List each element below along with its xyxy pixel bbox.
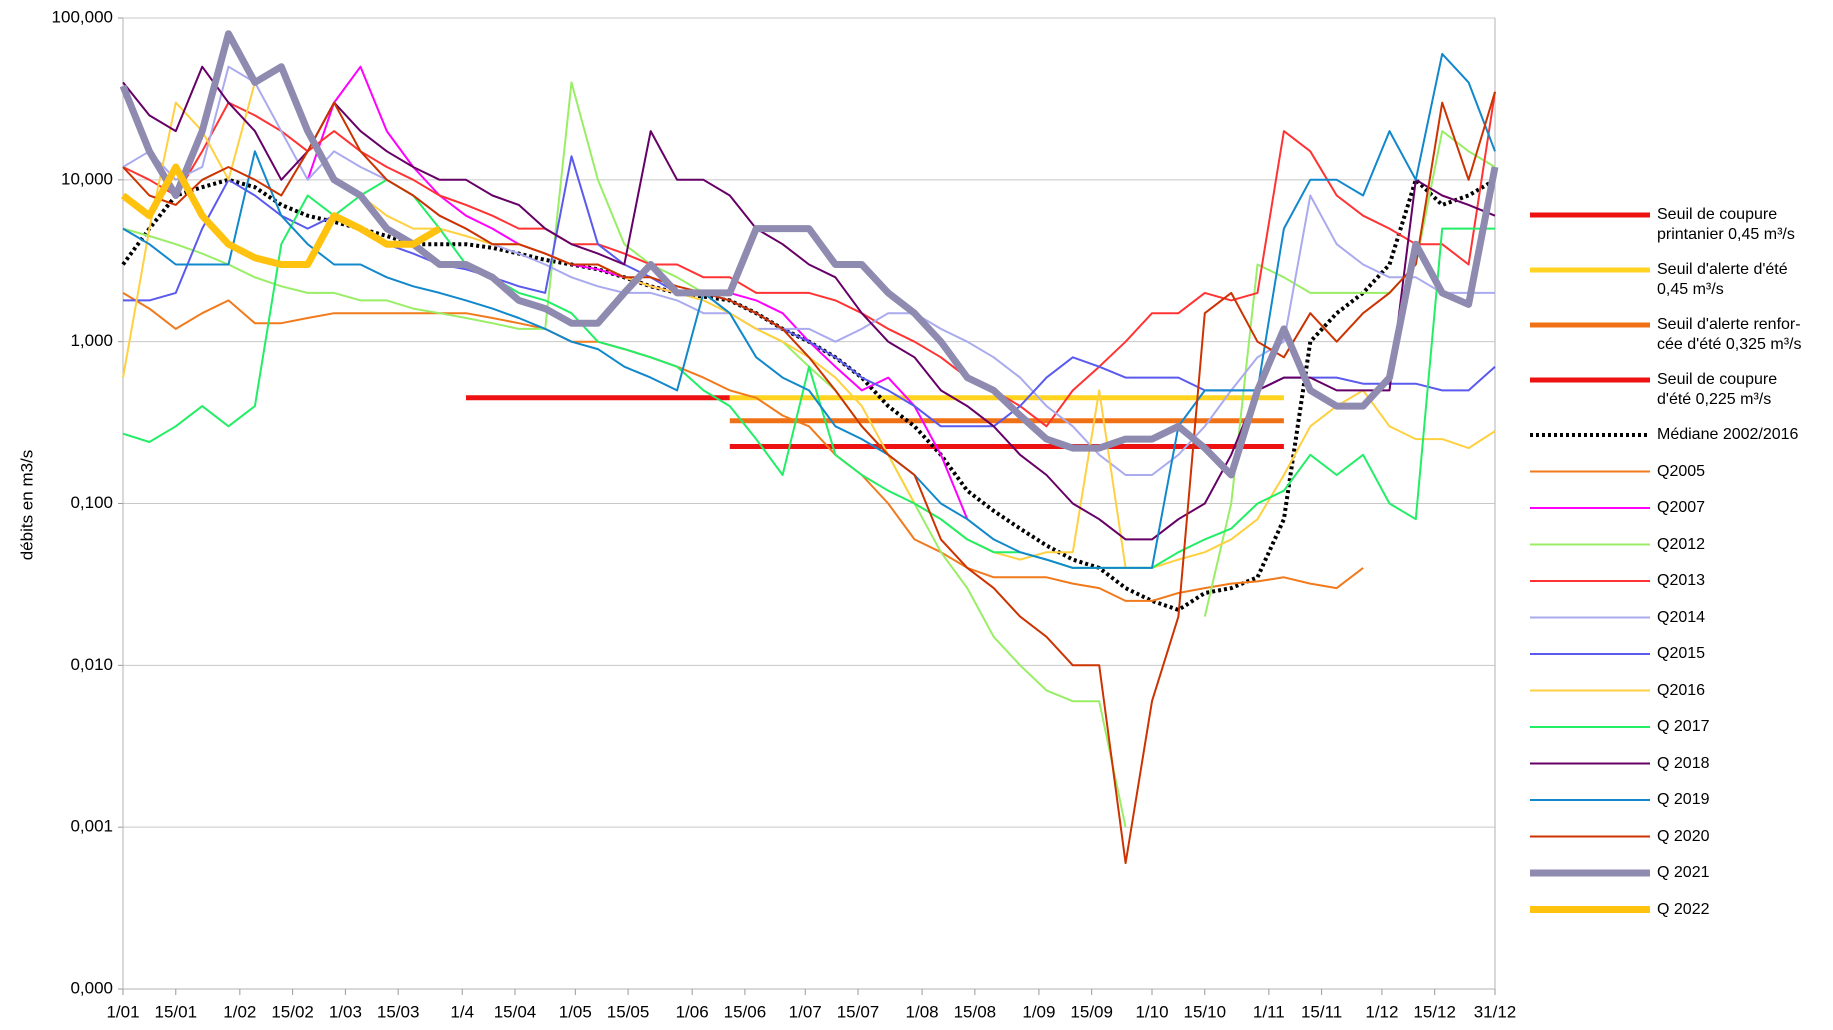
x-tick-label: 15/01 — [154, 1002, 197, 1021]
y-tick-label: 10,000 — [61, 169, 113, 188]
legend-label: Q2007 — [1657, 499, 1706, 516]
x-tick-label: 1/03 — [329, 1002, 362, 1021]
x-tick-label: 15/04 — [494, 1002, 537, 1021]
x-tick-label: 15/05 — [607, 1002, 650, 1021]
legend-label: Q2014 — [1657, 608, 1706, 626]
series-line — [122, 178, 1495, 569]
y-axis-title: débits en m3/s — [17, 450, 36, 561]
legend-label: Q2012 — [1657, 535, 1706, 553]
x-tick-label: 1/08 — [906, 1002, 939, 1021]
legend-label: Q2013 — [1657, 572, 1706, 589]
x-tick-label: 1/12 — [1365, 1002, 1398, 1021]
legend-label: Q 2021 — [1657, 864, 1710, 881]
y-tick-label: 0,000 — [70, 978, 113, 997]
series-line — [122, 65, 1495, 476]
legend-label: Médiane 2002/2016 — [1657, 426, 1799, 443]
series-line — [119, 30, 1499, 479]
x-tick-label: 15/11 — [1301, 1002, 1342, 1021]
x-tick-label: 15/07 — [837, 1002, 880, 1021]
series-line — [122, 52, 1496, 569]
legend-label: Seuil de coupure printanier 0,45 m³/s — [1657, 206, 1795, 243]
x-tick-label: 15/08 — [954, 1002, 997, 1021]
series-line — [122, 81, 1496, 828]
legend-label: Q 2019 — [1657, 791, 1710, 808]
x-tick-label: 15/10 — [1183, 1002, 1226, 1021]
x-tick-label: 1/05 — [559, 1002, 592, 1021]
x-tick-label: 1/10 — [1135, 1002, 1168, 1021]
legend-label: Seuil d'alerte renfor- cée d'été 0,325 m… — [1657, 316, 1802, 353]
y-tick-label: 0,001 — [70, 817, 113, 836]
x-tick-label: 31/12 — [1474, 1002, 1517, 1021]
x-tick-label: 15/06 — [724, 1002, 767, 1021]
legend-label: Seuil d'alerte d'été 0,45 m³/s — [1657, 261, 1788, 298]
x-tick-label: 15/12 — [1413, 1002, 1456, 1021]
series-line — [122, 65, 1496, 541]
y-tick-label: 100,000 — [52, 7, 113, 26]
x-tick-label: 1/07 — [789, 1002, 822, 1021]
x-tick-label: 1/4 — [450, 1002, 474, 1021]
series-line — [122, 292, 1364, 602]
x-tick-label: 1/02 — [223, 1002, 256, 1021]
x-tick-label: 15/02 — [271, 1002, 314, 1021]
x-tick-label: 15/03 — [377, 1002, 420, 1021]
x-tick-label: 1/11 — [1253, 1002, 1285, 1021]
x-tick-label: 1/09 — [1022, 1002, 1055, 1021]
x-tick-label: 1/01 — [106, 1002, 139, 1021]
y-tick-label: 0,010 — [70, 655, 113, 674]
series-line — [122, 91, 1496, 865]
legend-label: Q 2018 — [1657, 754, 1710, 772]
legend-label: Q 2022 — [1657, 900, 1710, 918]
x-tick-label: 15/09 — [1070, 1002, 1113, 1021]
legend-label: Q2016 — [1657, 681, 1706, 699]
x-tick-label: 1/06 — [676, 1002, 709, 1021]
y-tick-label: 0,100 — [70, 493, 113, 512]
series-line — [120, 163, 442, 268]
legend-label: Q2005 — [1657, 462, 1706, 480]
legend-label: Q 2020 — [1657, 827, 1710, 845]
legend-label: Q 2017 — [1657, 718, 1710, 735]
series-line — [122, 91, 1496, 428]
legend-label: Q2015 — [1657, 645, 1706, 662]
legend-label: Seuil de coupure d'été 0,225 m³/s — [1657, 371, 1778, 408]
y-tick-label: 1,000 — [70, 331, 113, 350]
